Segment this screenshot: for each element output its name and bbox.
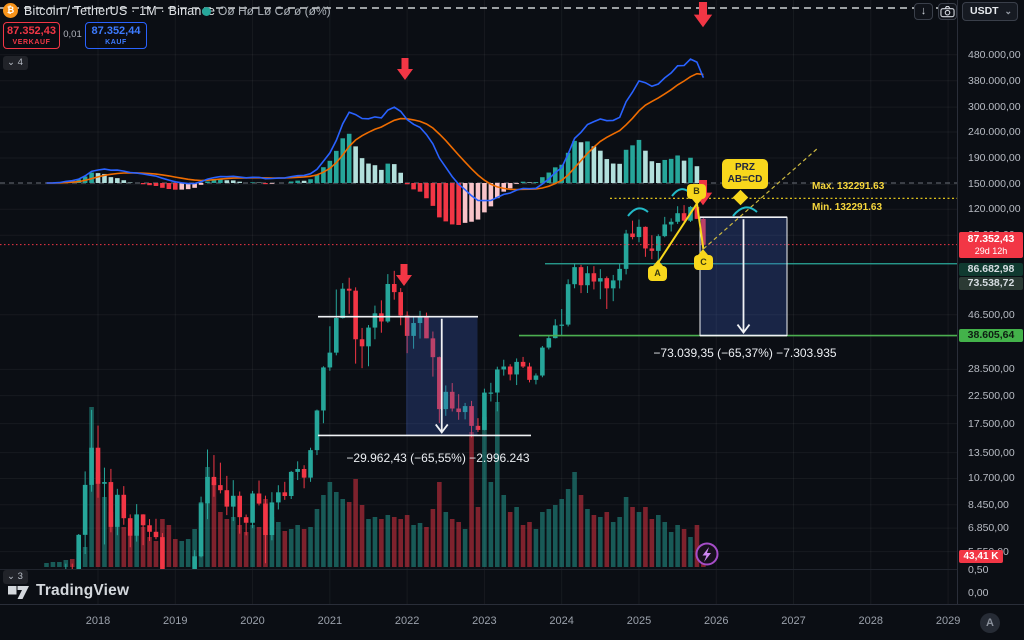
arrow-down-marker[interactable] bbox=[396, 264, 412, 286]
price-axis-label: 28.500,00 bbox=[968, 363, 1015, 376]
level1-badge[interactable]: 86.682,98 bbox=[959, 263, 1023, 276]
indicator-collapse-top[interactable]: ⌄ 4 bbox=[3, 56, 28, 70]
symbol-title[interactable]: Bitcoin / TetherUS · 1M · Binance bbox=[24, 4, 216, 18]
price-range-box[interactable] bbox=[318, 315, 531, 437]
price-axis-label: 13.500,00 bbox=[968, 446, 1015, 459]
time-axis-label: 2020 bbox=[240, 615, 265, 627]
range-right-label: −73.039,35 (−65,37%) −7.303.935 bbox=[653, 346, 837, 360]
price-range-box[interactable] bbox=[699, 216, 788, 337]
sell-button[interactable]: 87.352,43 VERKAUF bbox=[3, 22, 60, 49]
price-axis-label: 150.000,00 bbox=[968, 178, 1021, 191]
buy-label: KAUF bbox=[105, 39, 127, 46]
range-left-label: −29.962,43 (−65,55%) −2.996.243 bbox=[346, 451, 530, 465]
time-axis-label: 2022 bbox=[394, 615, 420, 627]
chart-canvas[interactable] bbox=[0, 0, 957, 604]
time-axis-label: 2019 bbox=[163, 615, 188, 627]
price-axis-label: 10.700,00 bbox=[968, 472, 1015, 485]
prz-line2: AB=CD bbox=[727, 174, 763, 185]
macd-line bbox=[46, 58, 705, 202]
pane-separator[interactable] bbox=[0, 569, 957, 570]
level2-badge[interactable]: 73.538,72 bbox=[959, 277, 1023, 290]
time-axis[interactable]: 2018 2019 2020 2021 2022 2023 2024 2025 2026 2027… bbox=[0, 604, 1024, 640]
currency-dropdown[interactable]: USDT ⌄ bbox=[962, 2, 1018, 21]
point-b-marker[interactable]: B bbox=[687, 184, 706, 199]
price-axis-label: 8.450,00 bbox=[968, 498, 1009, 511]
point-c-marker[interactable]: C bbox=[694, 255, 713, 270]
price-axis-label: 190.000,00 bbox=[968, 151, 1021, 164]
buy-button[interactable]: 87.352,44 KAUF bbox=[85, 22, 147, 49]
price-axis-label: 480.000,00 bbox=[968, 48, 1021, 61]
tradingview-logo-icon bbox=[8, 585, 29, 599]
camera-icon[interactable] bbox=[938, 3, 957, 20]
chevron-down-icon: ⌄ bbox=[1004, 6, 1012, 16]
volume-badge[interactable]: 43,41 K bbox=[959, 550, 1003, 563]
price-axis-label: 380.000,00 bbox=[968, 74, 1021, 87]
price-axis-label: 46.500,00 bbox=[968, 308, 1015, 321]
last-price-badge[interactable]: 87.352,43 29d 12h bbox=[959, 231, 1023, 258]
arrow-down-marker[interactable] bbox=[397, 58, 413, 80]
time-axis-label: 2024 bbox=[549, 615, 574, 627]
arc-annotation-3 bbox=[732, 206, 758, 217]
arrow-down-marker[interactable] bbox=[693, 2, 713, 28]
lightning-icon[interactable] bbox=[695, 542, 719, 566]
spread-value: 0,01 bbox=[63, 29, 82, 40]
macd-signal-line bbox=[46, 72, 704, 191]
time-axis-label: 2026 bbox=[703, 615, 729, 627]
candles bbox=[65, 203, 706, 569]
price-axis-label: 120.000,00 bbox=[968, 203, 1021, 216]
prz-callout[interactable]: PRZ AB=CD bbox=[722, 159, 768, 189]
time-axis-label: 2018 bbox=[85, 615, 111, 627]
macd-histogram bbox=[57, 133, 706, 225]
ohlc-legend[interactable]: Oø Hø Lø Cø ø (ø%) bbox=[218, 4, 331, 18]
price-axis[interactable]: 480.000,00 380.000,00 300.000,00 240.000,00… bbox=[957, 0, 1024, 604]
bottom-pane-axis-label: 0,00 bbox=[968, 587, 989, 599]
price-axis-label: 17.500,00 bbox=[968, 417, 1015, 430]
prz-min-label: Min. 132291.63 bbox=[812, 202, 883, 213]
support-badge[interactable]: 38.605,64 bbox=[959, 329, 1023, 343]
tradingview-logo-text: TradingView bbox=[36, 582, 130, 599]
currency-value: USDT bbox=[970, 5, 999, 17]
point-c-pointer bbox=[698, 249, 708, 255]
bottom-pane-axis-label: 0,50 bbox=[968, 564, 989, 576]
buy-price: 87.352,44 bbox=[91, 25, 141, 37]
prz-max-label: Max. 132291.63 bbox=[812, 181, 885, 192]
sell-label: VERKAUF bbox=[12, 39, 51, 46]
time-axis-label: 2025 bbox=[626, 615, 652, 627]
point-a-marker[interactable]: A bbox=[648, 266, 667, 281]
time-axis-label: 2028 bbox=[858, 615, 884, 627]
sell-price: 87.352,43 bbox=[7, 25, 56, 37]
price-axis-label: 22.500,00 bbox=[968, 389, 1015, 402]
prz-line1: PRZ bbox=[735, 162, 755, 173]
price-axis-label: 300.000,00 bbox=[968, 101, 1021, 114]
tradingview-logo[interactable]: TradingView bbox=[8, 582, 129, 600]
symbol-logo: ₿ bbox=[3, 3, 18, 18]
point-b-pointer bbox=[692, 199, 702, 205]
time-axis-label: 2029 bbox=[935, 615, 961, 627]
auto-scale-button[interactable]: A bbox=[980, 613, 1000, 633]
time-axis-label: 2023 bbox=[472, 615, 497, 627]
indicator-collapse-bottom[interactable]: ⌄ 3 bbox=[3, 570, 28, 584]
time-axis-label: 2027 bbox=[781, 615, 806, 627]
time-axis-label: 2021 bbox=[317, 615, 343, 627]
legend-status-dot bbox=[202, 7, 211, 16]
cd-projection-line bbox=[702, 147, 819, 250]
point-a-pointer bbox=[653, 260, 663, 266]
price-axis-label: 6.850,00 bbox=[968, 522, 1009, 535]
price-axis-label: 240.000,00 bbox=[968, 125, 1021, 138]
arc-annotation-1 bbox=[627, 207, 649, 217]
download-icon[interactable]: ↓ bbox=[914, 3, 933, 20]
